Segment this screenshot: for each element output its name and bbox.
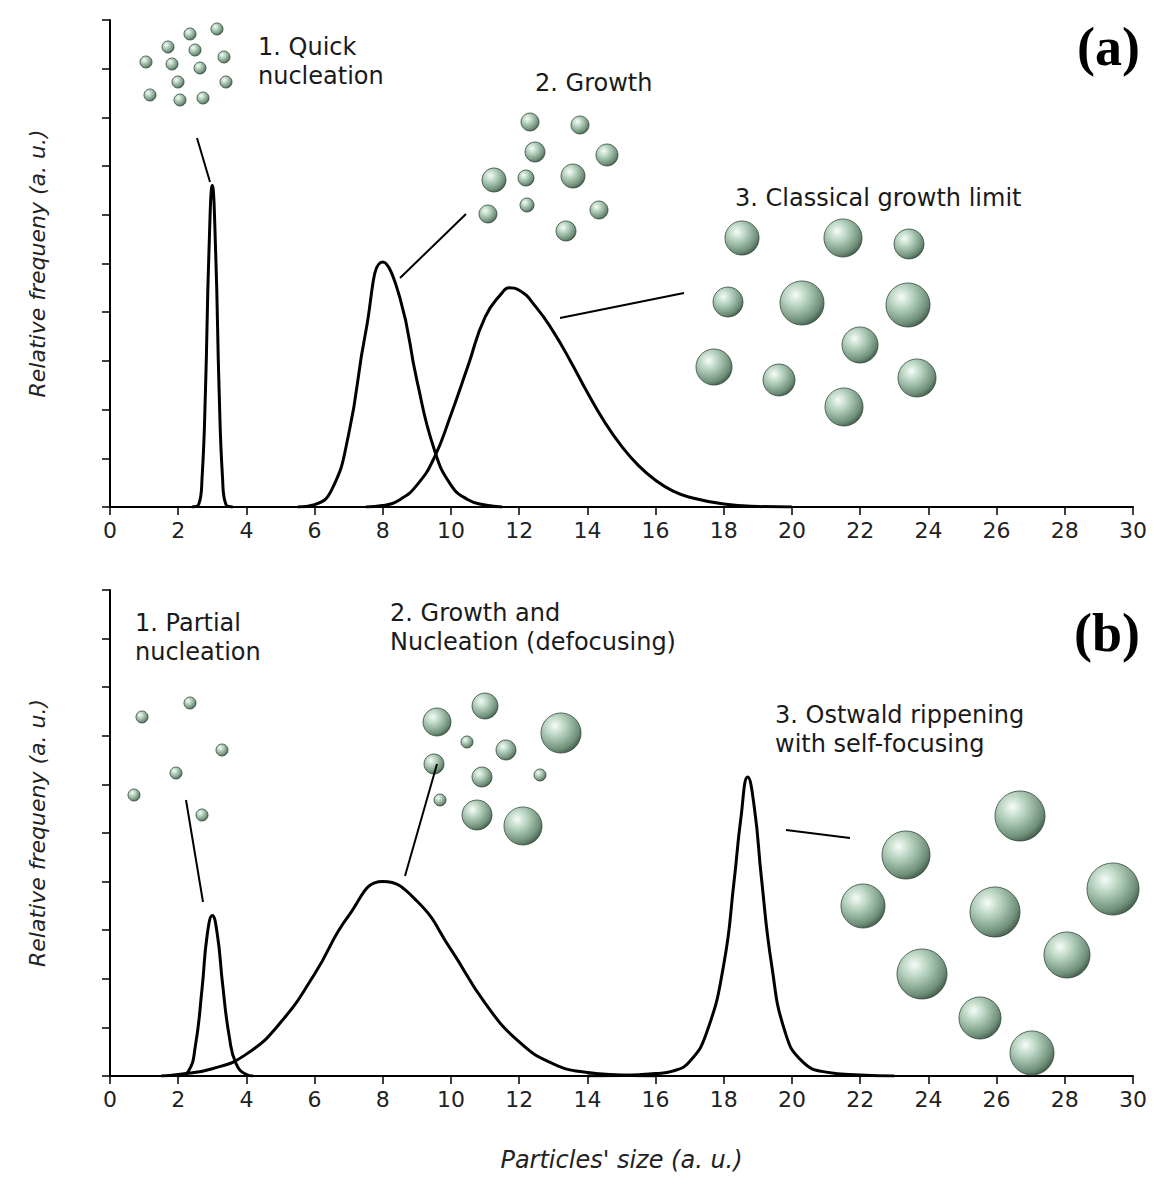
svg-text:18: 18 bbox=[710, 518, 738, 543]
svg-text:Relative frequeny (a. u.): Relative frequeny (a. u.) bbox=[25, 699, 50, 967]
svg-text:3. Classical growth limit: 3. Classical growth limit bbox=[735, 184, 1021, 212]
svg-text:10: 10 bbox=[437, 518, 465, 543]
svg-text:16: 16 bbox=[642, 1087, 670, 1112]
svg-text:2. Growth and: 2. Growth and bbox=[390, 599, 560, 627]
svg-text:2: 2 bbox=[171, 518, 185, 543]
svg-text:14: 14 bbox=[573, 518, 601, 543]
svg-text:0: 0 bbox=[103, 1087, 117, 1112]
svg-text:30: 30 bbox=[1119, 1087, 1147, 1112]
svg-text:12: 12 bbox=[505, 1087, 533, 1112]
svg-text:2: 2 bbox=[171, 1087, 185, 1112]
svg-text:16: 16 bbox=[642, 518, 670, 543]
svg-text:24: 24 bbox=[914, 518, 942, 543]
svg-text:(a): (a) bbox=[1077, 17, 1140, 77]
svg-text:14: 14 bbox=[573, 1087, 601, 1112]
svg-text:6: 6 bbox=[308, 518, 322, 543]
svg-text:22: 22 bbox=[846, 518, 874, 543]
svg-text:4: 4 bbox=[239, 1087, 253, 1112]
svg-text:26: 26 bbox=[983, 518, 1011, 543]
svg-text:24: 24 bbox=[914, 1087, 942, 1112]
svg-text:1. Partial: 1. Partial bbox=[135, 609, 241, 637]
svg-text:Particles' size (a. u.): Particles' size (a. u.) bbox=[500, 1146, 742, 1174]
svg-text:4: 4 bbox=[239, 518, 253, 543]
svg-text:26: 26 bbox=[983, 1087, 1011, 1112]
svg-text:6: 6 bbox=[308, 1087, 322, 1112]
svg-text:8: 8 bbox=[376, 1087, 390, 1112]
svg-text:20: 20 bbox=[778, 1087, 806, 1112]
svg-text:Nucleation (defocusing): Nucleation (defocusing) bbox=[390, 628, 676, 656]
svg-text:28: 28 bbox=[1051, 518, 1079, 543]
svg-text:18: 18 bbox=[710, 1087, 738, 1112]
svg-text:nucleation: nucleation bbox=[258, 62, 384, 90]
svg-text:20: 20 bbox=[778, 518, 806, 543]
svg-text:with self-focusing: with self-focusing bbox=[775, 730, 984, 758]
svg-text:3. Ostwald rippening: 3. Ostwald rippening bbox=[775, 701, 1024, 729]
svg-text:2. Growth: 2. Growth bbox=[535, 69, 652, 97]
svg-text:10: 10 bbox=[437, 1087, 465, 1112]
svg-text:Relative frequeny (a. u.): Relative frequeny (a. u.) bbox=[25, 130, 50, 398]
svg-text:28: 28 bbox=[1051, 1087, 1079, 1112]
svg-text:1. Quick: 1. Quick bbox=[258, 33, 356, 61]
svg-text:8: 8 bbox=[376, 518, 390, 543]
svg-text:12: 12 bbox=[505, 518, 533, 543]
svg-text:(b): (b) bbox=[1074, 603, 1140, 663]
svg-text:22: 22 bbox=[846, 1087, 874, 1112]
svg-text:30: 30 bbox=[1119, 518, 1147, 543]
svg-text:nucleation: nucleation bbox=[135, 638, 261, 666]
svg-text:0: 0 bbox=[103, 518, 117, 543]
